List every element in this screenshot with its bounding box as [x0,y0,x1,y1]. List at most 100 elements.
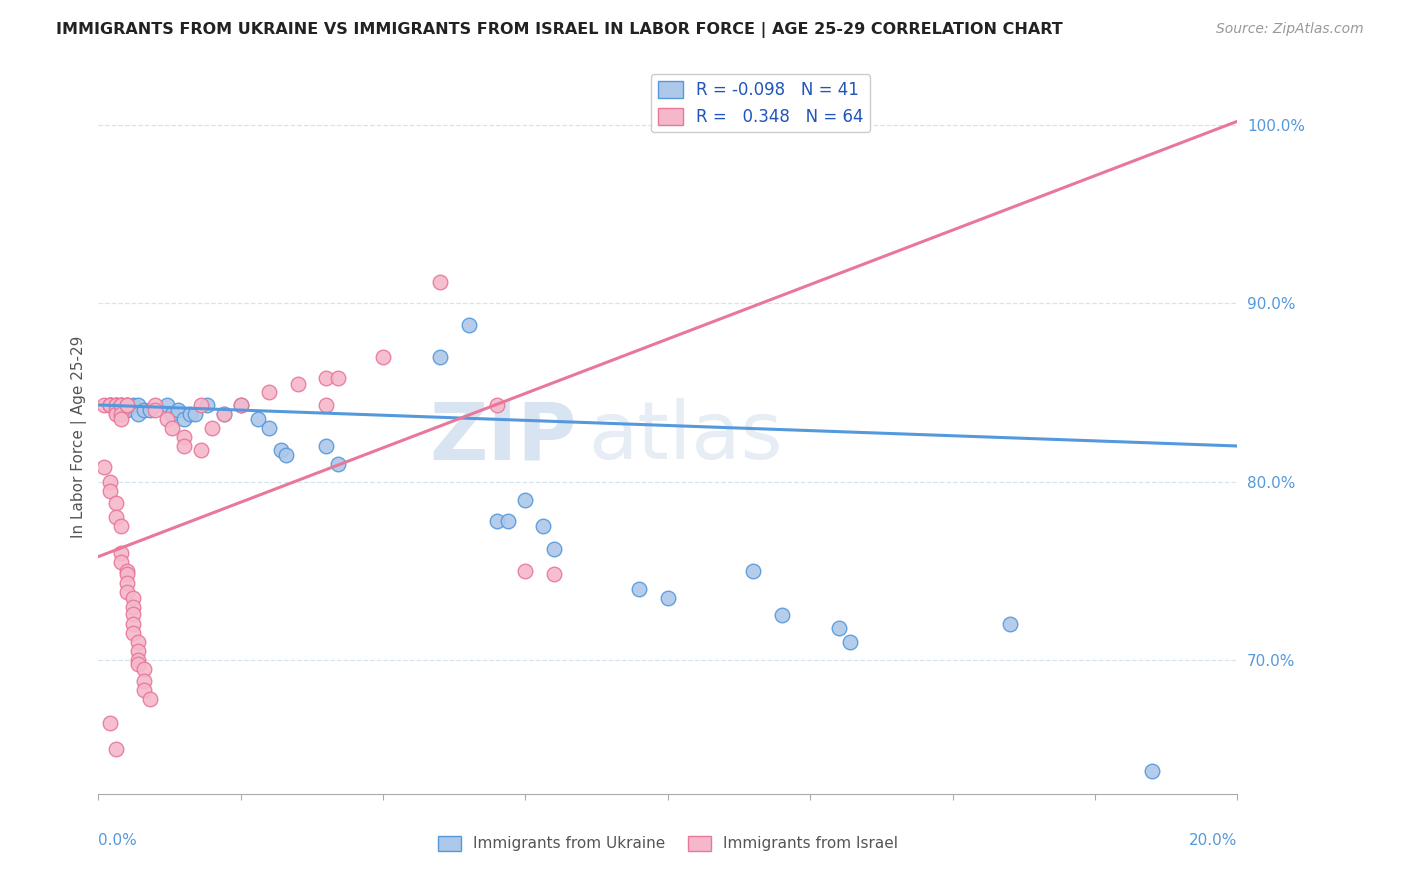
Point [212,407,235,421]
Point [98,398,121,412]
Point [115,398,138,412]
Point [93,398,115,412]
Point [770,608,793,623]
Point [315,398,337,412]
Point [486,398,509,412]
Point [138,692,160,706]
Point [315,439,337,453]
Point [110,555,132,569]
Point [201,421,224,435]
Point [457,318,479,332]
Point [115,398,138,412]
Point [110,398,132,412]
Point [132,674,155,689]
Point [212,407,235,421]
Point [276,448,298,462]
Point [104,496,127,510]
Point [515,492,537,507]
Point [110,546,132,560]
Point [167,403,190,417]
Point [93,460,115,475]
Point [543,567,565,582]
Text: 0.0%: 0.0% [98,833,138,848]
Point [145,398,167,412]
Point [229,398,252,412]
Point [104,398,127,412]
Point [287,376,309,391]
Point [98,715,121,730]
Point [156,412,179,426]
Point [173,439,195,453]
Text: ZIP: ZIP [429,398,576,476]
Point [115,398,138,412]
Point [259,421,281,435]
Point [104,403,127,417]
Point [1140,764,1163,778]
Point [110,519,132,533]
Point [127,635,149,649]
Legend: Immigrants from Ukraine, Immigrants from Israel: Immigrants from Ukraine, Immigrants from… [432,830,904,857]
Point [98,398,121,412]
Point [127,657,149,671]
Point [127,407,149,421]
Point [110,412,132,426]
Point [531,519,554,533]
Point [162,407,184,421]
Point [98,475,121,489]
Point [121,398,143,412]
Point [104,510,127,524]
Point [115,585,138,599]
Point [127,644,149,658]
Point [429,275,451,289]
Point [115,576,138,591]
Point [839,635,862,649]
Point [127,398,149,412]
Point [156,398,179,412]
Point [104,403,127,417]
Point [115,564,138,578]
Point [121,617,143,632]
Point [998,617,1021,632]
Point [498,514,520,528]
Point [486,514,509,528]
Point [138,403,160,417]
Point [104,398,127,412]
Point [132,662,155,676]
Point [121,626,143,640]
Point [98,483,121,498]
Point [110,398,132,412]
Point [115,567,138,582]
Text: atlas: atlas [588,398,783,476]
Point [184,407,207,421]
Point [195,398,218,412]
Point [115,403,138,417]
Point [315,371,337,385]
Text: Source: ZipAtlas.com: Source: ZipAtlas.com [1216,22,1364,37]
Point [229,398,252,412]
Point [259,385,281,400]
Point [110,398,132,412]
Point [628,582,651,596]
Point [373,350,395,364]
Point [326,371,349,385]
Point [190,398,212,412]
Point [543,542,565,557]
Point [127,653,149,667]
Point [429,350,451,364]
Point [121,599,143,614]
Point [828,621,851,635]
Point [270,442,292,457]
Point [98,398,121,412]
Point [104,742,127,756]
Point [173,430,195,444]
Point [132,403,155,417]
Point [145,403,167,417]
Point [98,398,121,412]
Y-axis label: In Labor Force | Age 25-29: In Labor Force | Age 25-29 [72,336,87,538]
Point [132,683,155,698]
Point [173,412,195,426]
Point [246,412,269,426]
Point [326,457,349,471]
Point [515,564,537,578]
Point [121,607,143,621]
